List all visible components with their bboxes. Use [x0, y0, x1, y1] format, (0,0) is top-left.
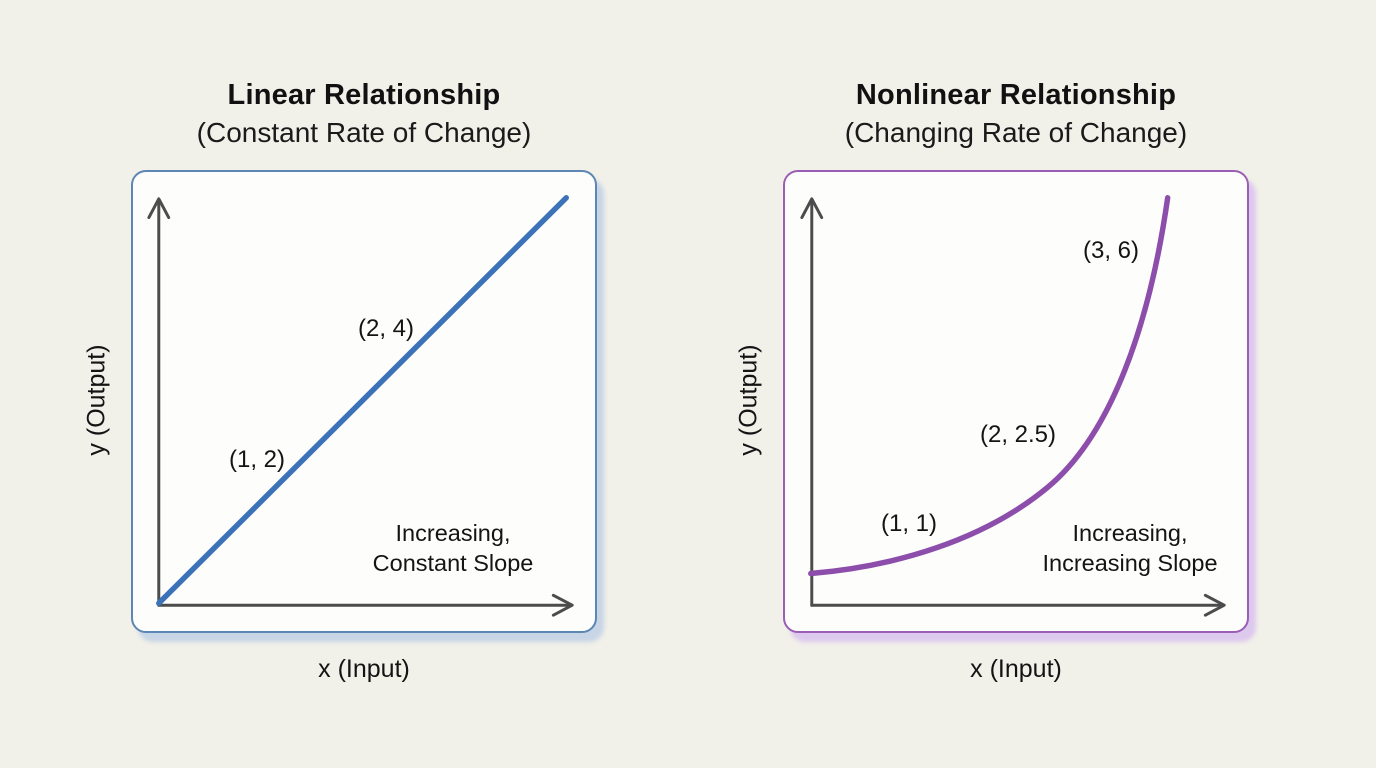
nonlinear-relationship-figure: Nonlinear Relationship (Changing Rate of… [652, 0, 1340, 768]
point-label-1-2: (1, 2) [228, 446, 286, 473]
y-axis-label: y (Output) [734, 344, 763, 456]
nonlinear-data-curve [808, 195, 1171, 577]
linear-chart-canvas [147, 195, 574, 617]
x-axis-label: x (Input) [970, 655, 1062, 683]
x-axis-label: x (Input) [318, 655, 410, 683]
y-axis-label: y (Output) [82, 344, 111, 456]
linear-chart-title: Linear Relationship (Constant Rate of Ch… [131, 76, 597, 152]
chart-title-sub: (Constant Rate of Change) [196, 117, 532, 148]
point-label-2-4: (2, 4) [357, 315, 415, 342]
point-label-2-2_5: (2, 2.5) [979, 421, 1057, 448]
chart-title-sub: (Changing Rate of Change) [844, 117, 1188, 148]
nonlinear-chart-panel: (1, 1) (2, 2.5) (3, 6) Increasing, Incre… [783, 170, 1249, 633]
point-label-1-1: (1, 1) [880, 510, 938, 537]
point-label-3-6: (3, 6) [1082, 237, 1140, 264]
slope-annotation-line2: Increasing Slope [1042, 550, 1218, 576]
linear-relationship-figure: Linear Relationship (Constant Rate of Ch… [82, 76, 597, 683]
x-axis-arrow-icon [551, 593, 574, 617]
y-axis-arrow-icon [800, 197, 824, 220]
slope-annotation-line2: Constant Slope [372, 550, 534, 576]
slope-annotation: Increasing, Constant Slope [373, 518, 534, 578]
nonlinear-chart-canvas [800, 195, 1226, 617]
slope-annotation-line1: Increasing, [395, 520, 511, 546]
x-axis-arrow-icon [1203, 593, 1226, 617]
slope-annotation: Increasing, Increasing Slope [1042, 518, 1217, 578]
chart-title-main: Linear Relationship [227, 79, 501, 111]
linear-chart-panel: (1, 2) (2, 4) Increasing, Constant Slope [131, 170, 597, 633]
slope-annotation-line1: Increasing, [1072, 520, 1188, 546]
linear-data-line [156, 195, 569, 606]
chart-title-main: Nonlinear Relationship [855, 79, 1177, 111]
nonlinear-chart-title: Nonlinear Relationship (Changing Rate of… [783, 76, 1249, 152]
y-axis-arrow-icon [147, 197, 171, 220]
